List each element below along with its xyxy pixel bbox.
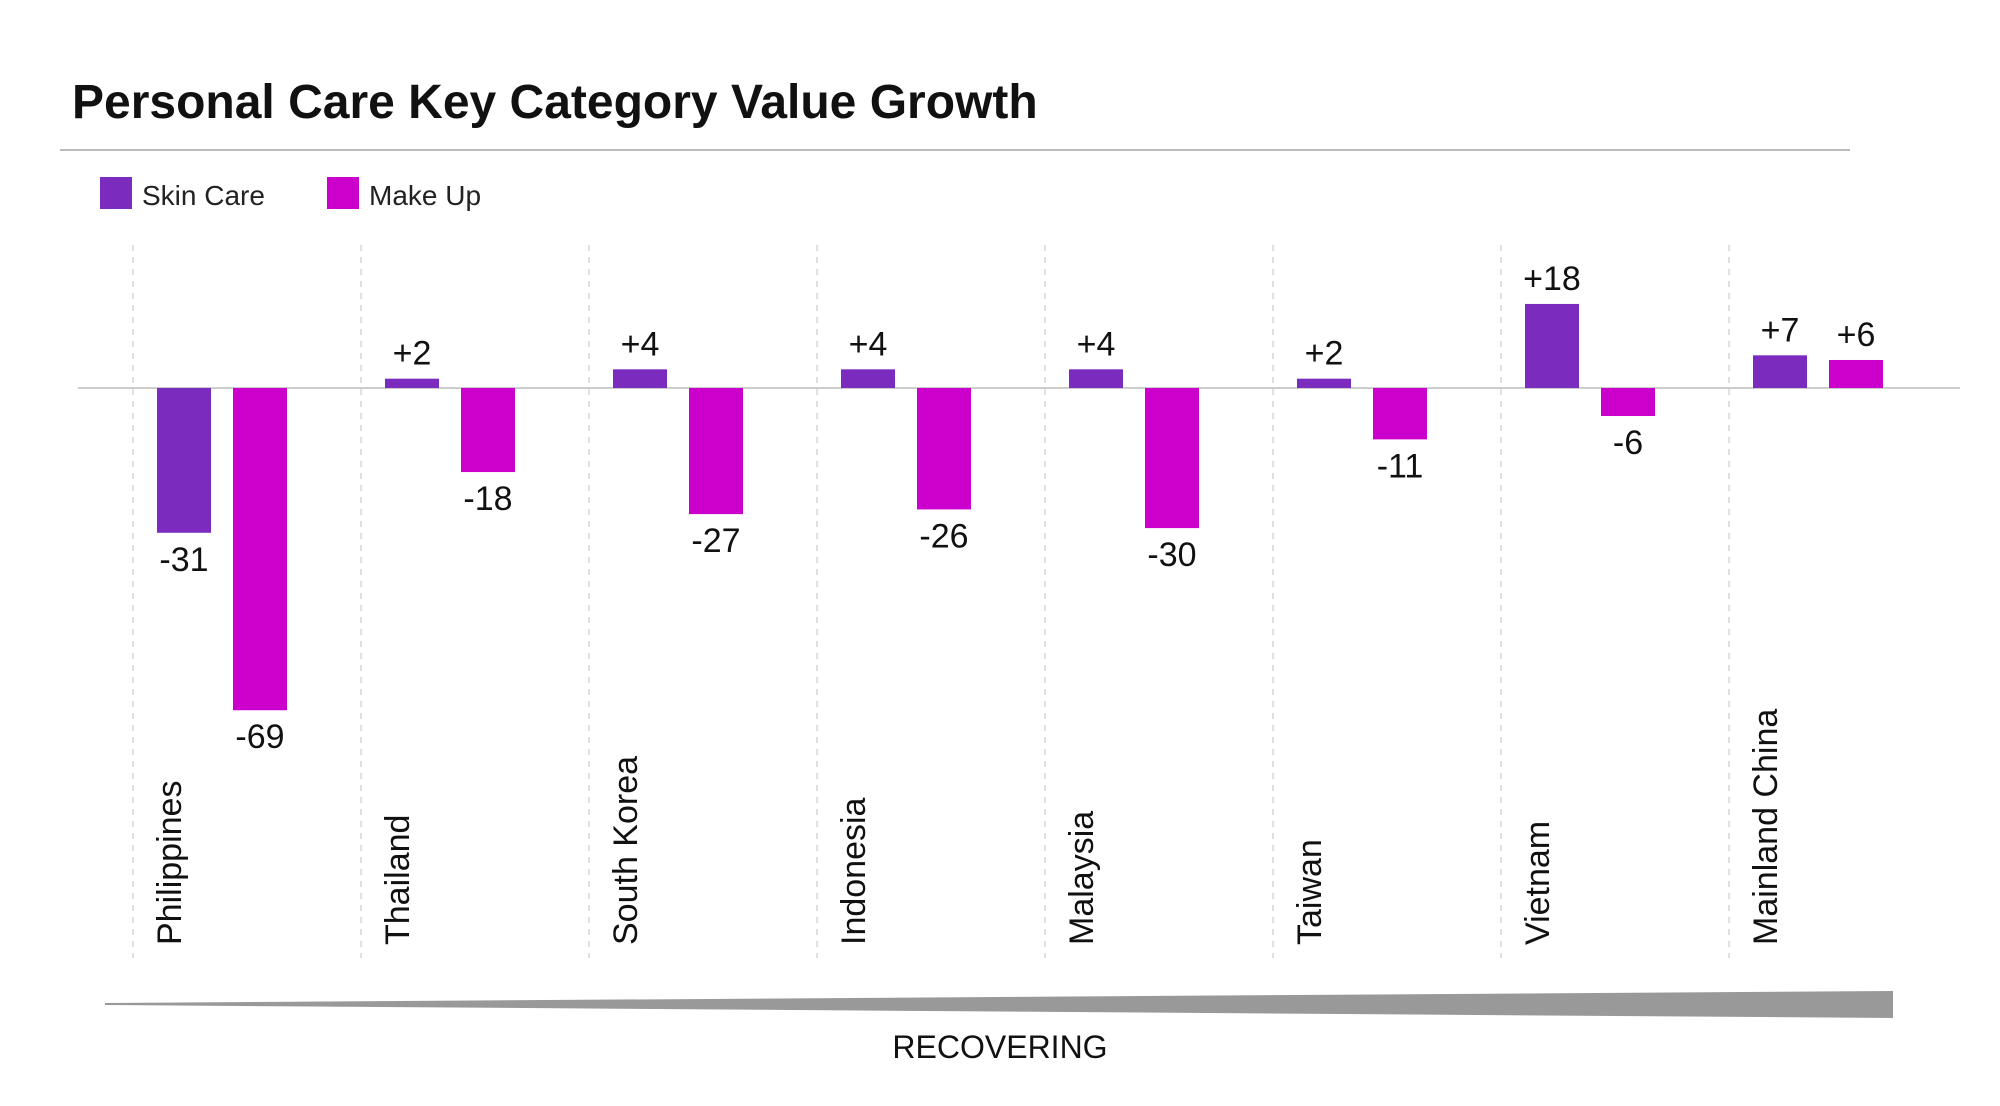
- bar-make-up-3: [917, 388, 971, 510]
- bar-make-up-5: [1373, 388, 1427, 440]
- category-label-7: Mainland China: [1747, 709, 1785, 945]
- value-label-skin-care-1: +2: [393, 335, 432, 373]
- bar-skin-care-4: [1069, 369, 1123, 388]
- bar-make-up-1: [461, 388, 515, 473]
- bar-skin-care-3: [841, 369, 895, 388]
- bar-skin-care-5: [1297, 378, 1351, 388]
- legend: Skin Care Make Up: [100, 177, 481, 211]
- category-label-0: Philippines: [151, 781, 189, 945]
- value-label-make-up-6: -6: [1613, 424, 1643, 462]
- bar-make-up-7: [1829, 359, 1883, 388]
- value-label-make-up-1: -18: [463, 480, 512, 518]
- legend-label-1: Make Up: [369, 180, 481, 211]
- value-label-skin-care-3: +4: [849, 325, 888, 363]
- category-label-4: Malaysia: [1063, 811, 1101, 945]
- category-label-3: Indonesia: [835, 797, 873, 945]
- value-label-make-up-3: -26: [919, 517, 968, 555]
- legend-swatch-0: [100, 177, 132, 209]
- value-label-skin-care-4: +4: [1077, 325, 1116, 363]
- value-label-make-up-7: +6: [1837, 316, 1876, 354]
- value-label-make-up-0: -69: [235, 718, 284, 756]
- category-dividers: [132, 245, 1730, 958]
- value-label-skin-care-2: +4: [621, 325, 660, 363]
- recovering-wedge: [105, 991, 1893, 1018]
- value-label-make-up-4: -30: [1147, 536, 1196, 574]
- bar-make-up-4: [1145, 388, 1199, 529]
- value-label-skin-care-0: -31: [159, 541, 208, 579]
- bar-make-up-0: [233, 388, 287, 711]
- bar-skin-care-6: [1525, 303, 1579, 388]
- category-label-2: South Korea: [607, 756, 645, 945]
- category-label-1: Thailand: [379, 815, 417, 945]
- value-label-skin-care-6: +18: [1523, 260, 1581, 298]
- value-labels: -31 +2 +4 +4 +4 +2 +18 +7 -69 -18 -27 -26 -30 -11 -6 +6: [159, 260, 1875, 756]
- bar-make-up-6: [1601, 388, 1655, 417]
- category-label-5: Taiwan: [1291, 839, 1329, 945]
- chart-title: Personal Care Key Category Value Growth: [72, 76, 1038, 129]
- category-label-6: Vietnam: [1519, 821, 1557, 945]
- value-label-skin-care-5: +2: [1305, 335, 1344, 373]
- recovering-label: RECOVERING: [892, 1029, 1107, 1065]
- legend-swatch-1: [327, 177, 359, 209]
- legend-label-0: Skin Care: [142, 180, 265, 211]
- bar-skin-care-0: [157, 388, 211, 533]
- bars: [157, 303, 1883, 711]
- bar-skin-care-7: [1753, 355, 1807, 388]
- value-label-skin-care-7: +7: [1761, 311, 1800, 349]
- value-label-make-up-5: -11: [1377, 447, 1424, 485]
- bar-make-up-2: [689, 388, 743, 515]
- bar-skin-care-2: [613, 369, 667, 388]
- category-labels: Philippines Thailand South Korea Indonesia M…: [151, 709, 1785, 945]
- bar-skin-care-1: [385, 378, 439, 388]
- value-label-make-up-2: -27: [691, 522, 740, 560]
